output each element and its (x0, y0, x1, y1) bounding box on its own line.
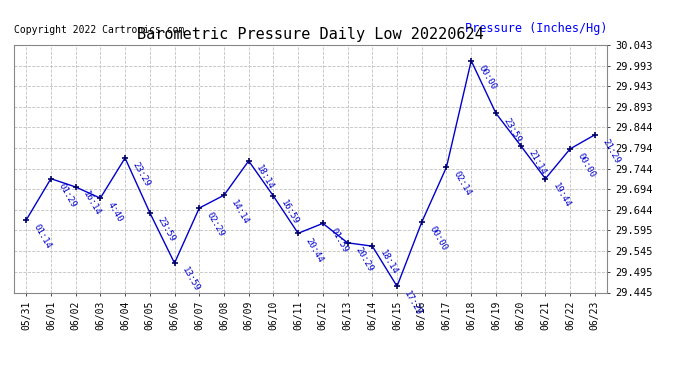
Text: 23:59: 23:59 (502, 116, 523, 144)
Text: 01:14: 01:14 (32, 223, 53, 251)
Title: Barometric Pressure Daily Low 20220624: Barometric Pressure Daily Low 20220624 (137, 27, 484, 42)
Text: 16:14: 16:14 (81, 190, 102, 217)
Text: 23:29: 23:29 (130, 161, 152, 189)
Text: 14:14: 14:14 (230, 198, 250, 226)
Text: 19:44: 19:44 (551, 182, 572, 209)
Text: 00:00: 00:00 (575, 152, 597, 179)
Text: 01:59: 01:59 (328, 226, 350, 254)
Text: 00:00: 00:00 (427, 225, 449, 253)
Text: 01:29: 01:29 (57, 182, 78, 209)
Text: 21:29: 21:29 (600, 138, 622, 165)
Text: 13:59: 13:59 (180, 266, 201, 294)
Text: 20:44: 20:44 (304, 236, 325, 264)
Text: Pressure (Inches/Hg): Pressure (Inches/Hg) (464, 22, 607, 35)
Text: 00:00: 00:00 (477, 63, 498, 91)
Text: 02:14: 02:14 (452, 170, 473, 198)
Text: 20:29: 20:29 (353, 246, 375, 273)
Text: 18:14: 18:14 (254, 164, 275, 192)
Text: 23:59: 23:59 (155, 215, 177, 243)
Text: 02:29: 02:29 (205, 211, 226, 238)
Text: 17:29: 17:29 (402, 289, 424, 317)
Text: 18:14: 18:14 (378, 249, 399, 277)
Text: 16:59: 16:59 (279, 199, 300, 226)
Text: 4:40: 4:40 (106, 201, 124, 224)
Text: Copyright 2022 Cartronics.com: Copyright 2022 Cartronics.com (14, 25, 184, 35)
Text: 21:14: 21:14 (526, 148, 547, 176)
